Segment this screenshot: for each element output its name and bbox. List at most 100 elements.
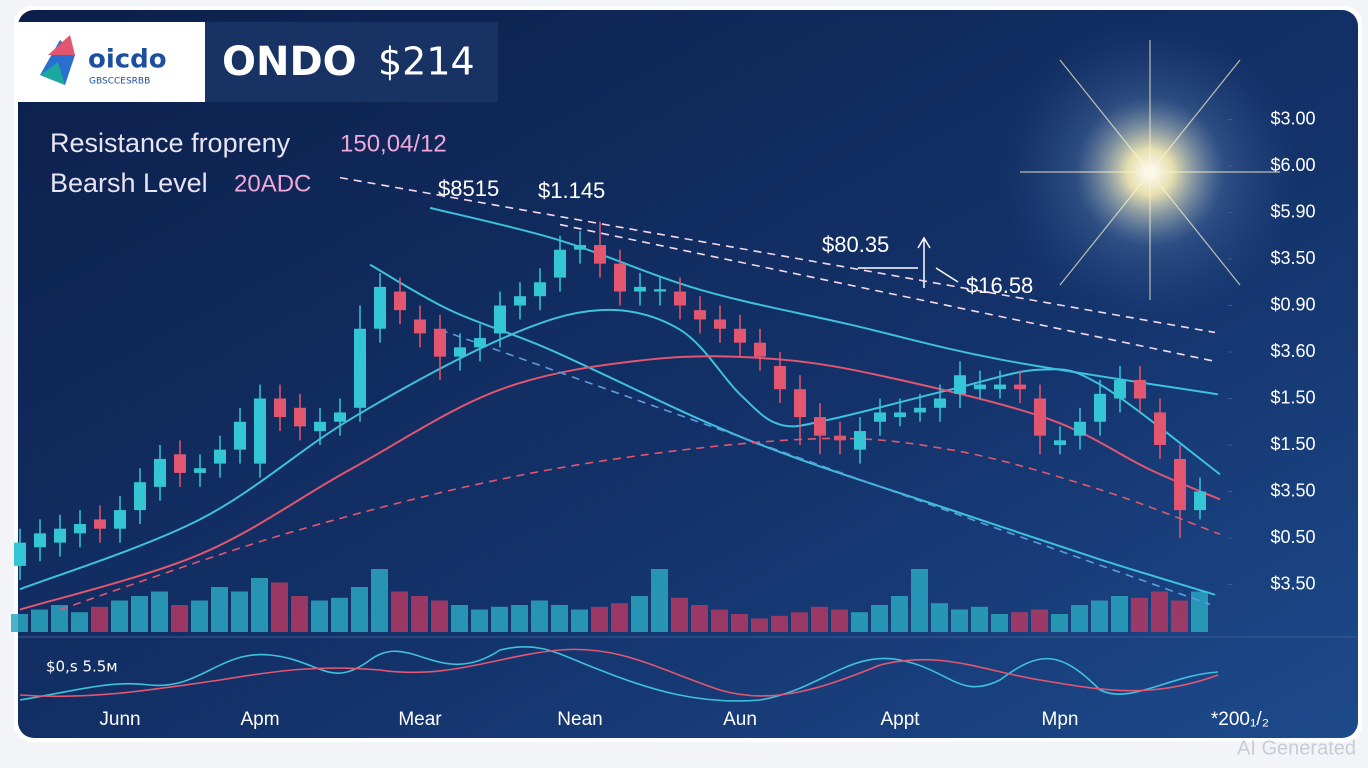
volume-bar xyxy=(1091,600,1108,632)
candle-body xyxy=(574,245,586,250)
x-tick-label: Appt xyxy=(880,709,920,730)
y-tick-label: $3.60 xyxy=(1270,341,1315,361)
logo-mark xyxy=(48,35,75,55)
candle-body xyxy=(394,291,406,311)
trend-line xyxy=(559,223,1216,363)
candle-body xyxy=(494,305,506,334)
candle-body xyxy=(614,263,626,292)
annotation: 20ADC xyxy=(234,170,311,197)
title-panel xyxy=(205,22,498,102)
y-tick-label: $1.50 xyxy=(1270,387,1315,407)
candle-body xyxy=(1114,379,1126,399)
candle-body xyxy=(114,510,126,529)
candle-body xyxy=(214,449,226,464)
volume-bar xyxy=(991,614,1008,632)
candle-body xyxy=(994,384,1006,390)
annotation: $8515 xyxy=(438,176,499,201)
candle-body xyxy=(714,319,726,329)
candle-body xyxy=(754,342,766,357)
volume-bar xyxy=(631,596,648,632)
flare-rays xyxy=(1020,40,1280,300)
candle-body xyxy=(354,328,366,408)
candle-body xyxy=(1094,393,1106,422)
candle-body xyxy=(234,421,246,450)
candle-body xyxy=(314,421,326,432)
candle-body xyxy=(134,482,146,511)
candle-body xyxy=(1134,379,1146,399)
moving-average xyxy=(429,206,1219,396)
volume-bar xyxy=(951,609,968,632)
volume-bar xyxy=(1151,591,1168,632)
candle-body xyxy=(194,468,206,473)
candle-body xyxy=(934,398,946,408)
volume-bar xyxy=(671,597,688,632)
watermark: AI Generated xyxy=(1237,737,1356,759)
candle-body xyxy=(654,289,666,292)
volume-bar xyxy=(971,606,988,632)
volume-bar xyxy=(1171,600,1188,632)
annotation-arrows xyxy=(858,236,959,288)
volume-bar xyxy=(331,597,348,632)
candle-body xyxy=(54,528,66,543)
volume-bar xyxy=(11,614,28,632)
plot: $3.00 $6.00 $5.90 $3.50 $0.90 $3.60 $1.50 $1.50… xyxy=(11,108,1316,730)
candle-body xyxy=(814,417,826,436)
logo-name: oicdo xyxy=(88,45,167,75)
volume-bar xyxy=(71,612,88,632)
candle-body xyxy=(734,328,746,343)
volume-bar xyxy=(471,609,488,632)
candle-body xyxy=(454,347,466,357)
candle-body xyxy=(474,338,486,348)
annotation: $80.35 xyxy=(822,232,889,257)
logo-mark xyxy=(40,62,65,85)
volume-bar xyxy=(311,600,328,632)
volume-bar xyxy=(551,605,568,632)
moving-average xyxy=(19,355,1221,611)
volume-bar xyxy=(271,582,288,632)
annotation: $16.58 xyxy=(966,273,1033,298)
y-tick-label: $3.50 xyxy=(1270,480,1315,500)
x-tick-label: Nean xyxy=(557,709,602,730)
volume-bar xyxy=(451,605,468,632)
candle-body xyxy=(854,431,866,450)
candle-body xyxy=(894,412,906,418)
volume-bar xyxy=(231,591,248,632)
volume-bar xyxy=(791,612,808,632)
y-tick-label: $1.50 xyxy=(1270,434,1315,454)
volume-bar xyxy=(511,605,528,632)
candle-body xyxy=(774,365,786,390)
annotation: Resistance fropreny xyxy=(50,128,291,158)
volume-bar xyxy=(771,615,788,632)
volume-bar xyxy=(411,596,428,632)
y-tick-label: $0.50 xyxy=(1270,527,1315,547)
trend-line xyxy=(439,328,1211,606)
y-tick-label: $0.90 xyxy=(1270,294,1315,314)
candle-body xyxy=(794,389,806,418)
oscillator xyxy=(19,646,1219,702)
x-tick-label: Aun xyxy=(723,709,757,730)
candle-body xyxy=(274,398,286,418)
y-tick-label: $5.90 xyxy=(1270,201,1315,221)
moving-average xyxy=(19,308,1221,591)
volume-bar xyxy=(1111,596,1128,632)
candle-body xyxy=(874,412,886,422)
candle-body xyxy=(434,328,446,357)
candle-body xyxy=(294,407,306,427)
volume-bar xyxy=(651,569,668,632)
candle-body xyxy=(74,524,86,534)
volume-bar xyxy=(751,618,768,632)
volume-bar xyxy=(371,569,388,632)
volume-bar xyxy=(591,606,608,632)
volume-bar xyxy=(431,600,448,632)
volume-bar xyxy=(1031,609,1048,632)
volume-bar xyxy=(31,609,48,632)
candle-body xyxy=(974,384,986,390)
y-tick-label: $3.50 xyxy=(1270,248,1315,268)
volume-bar xyxy=(171,605,188,632)
candle-body xyxy=(154,458,166,487)
price: $214 xyxy=(378,40,475,84)
candle-body xyxy=(334,412,346,422)
candle-body xyxy=(254,398,266,464)
annotation: $1.145 xyxy=(538,178,605,203)
